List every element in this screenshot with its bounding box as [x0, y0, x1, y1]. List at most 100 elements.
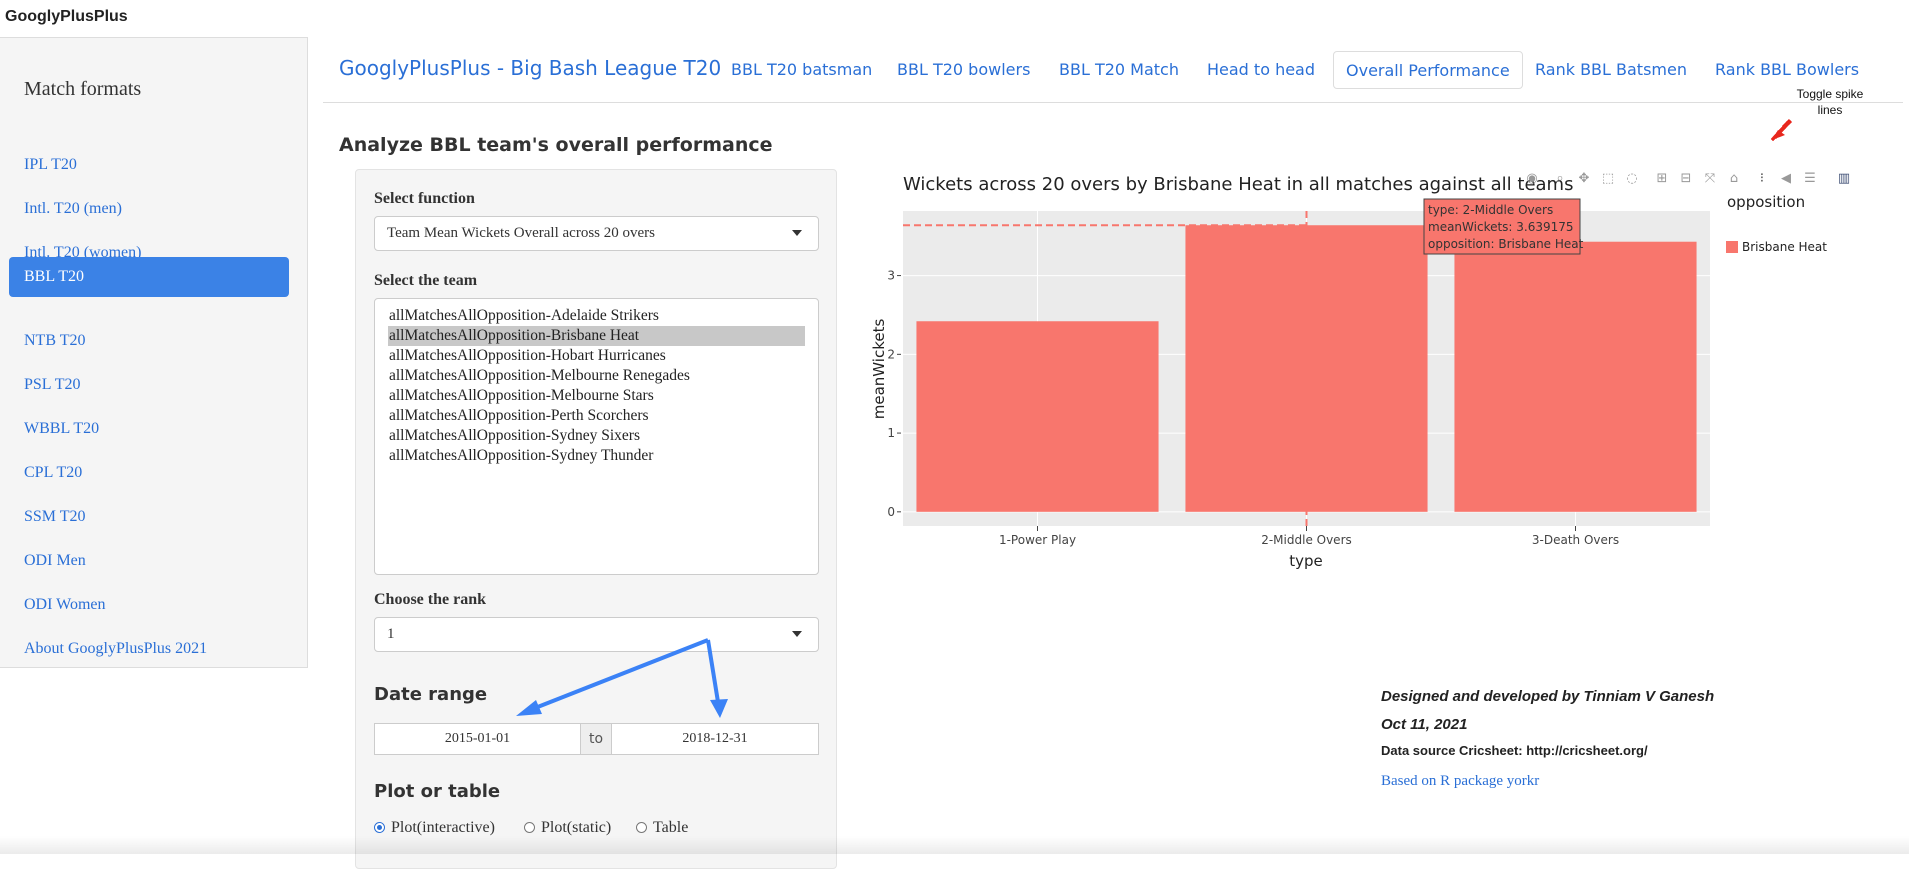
sidebar-item-odi-women[interactable]: ODI Women	[24, 596, 106, 613]
spike-lines-toggle-icon[interactable]: ⁝	[1759, 171, 1765, 186]
top-navbar: GooglyPlusPlus - Big Bash League T20 BBL…	[323, 48, 1903, 103]
data-source-text: Data source Cricsheet: http://cricsheet.…	[1381, 743, 1648, 758]
credit-text: Designed and developed by Tinniam V Gane…	[1381, 688, 1715, 705]
bar[interactable]	[1454, 241, 1697, 512]
legend-title: opposition	[1727, 193, 1806, 211]
date-range-separator: to	[581, 723, 611, 755]
team-listbox[interactable]: allMatchesAllOpposition-Adelaide Striker…	[374, 298, 819, 575]
chart-title: Wickets across 20 overs by Brisbane Heat…	[903, 174, 1574, 195]
radio-label: Plot(static)	[541, 819, 612, 836]
sidebar-item-psl[interactable]: PSL T20	[24, 376, 81, 393]
function-select-value: Team Mean Wickets Overall across 20 over…	[387, 225, 655, 241]
select-team-label: Select the team	[374, 272, 478, 289]
rank-label: Choose the rank	[374, 591, 487, 608]
zoom-out-icon[interactable]: ⊟	[1680, 171, 1692, 186]
x-ticks: 1-Power Play 2-Middle Overs 3-Death Overs	[999, 526, 1619, 547]
tab-bbl-match[interactable]: BBL T20 Match	[1059, 60, 1179, 79]
list-item[interactable]: allMatchesAllOpposition-Perth Scorchers	[389, 407, 649, 424]
select-function-label: Select function	[374, 190, 475, 207]
radio-table[interactable]: Table	[636, 819, 688, 837]
box-select-icon[interactable]: ⬚	[1601, 171, 1615, 186]
y-tick-label: 2	[887, 347, 895, 361]
legend-label: Brisbane Heat	[1742, 240, 1827, 254]
hover-tooltip: type: 2-Middle Overs meanWickets: 3.6391…	[1423, 198, 1584, 255]
plotly-logo-icon[interactable]: ▥	[1837, 171, 1851, 186]
legend-swatch	[1726, 241, 1738, 253]
y-tick-label: 0	[887, 505, 895, 519]
list-item[interactable]: allMatchesAllOpposition-Sydney Sixers	[389, 427, 640, 444]
end-date-input[interactable]: 2018-12-31	[611, 723, 819, 755]
y-tick-label: 3	[887, 269, 895, 283]
bar[interactable]	[916, 321, 1159, 512]
tab-bbl-bowlers[interactable]: BBL T20 bowlers	[897, 60, 1031, 79]
list-item[interactable]: allMatchesAllOpposition-Melbourne Renega…	[389, 367, 690, 384]
hover-closest-icon[interactable]: ◀	[1781, 171, 1791, 186]
radio-plot-interactive[interactable]: Plot(interactive)	[374, 819, 495, 837]
sidebar-item-bbl[interactable]: BBL T20	[9, 257, 289, 297]
sidebar-item-ntb[interactable]: NTB T20	[24, 332, 86, 349]
zoom-in-icon[interactable]: ⊞	[1656, 171, 1668, 186]
camera-icon[interactable]: ◉	[1526, 171, 1538, 186]
plot-or-table-label: Plot or table	[374, 781, 501, 802]
y-ticks: 0 1 2 3	[887, 269, 901, 519]
chevron-down-icon	[792, 631, 802, 637]
sidebar-item-intl-women[interactable]: Intl. T20 (women)	[24, 244, 142, 261]
bottom-shadow	[0, 836, 1909, 854]
list-item[interactable]: allMatchesAllOpposition-Hobart Hurricane…	[389, 347, 666, 364]
tab-bbl-batsman[interactable]: BBL T20 batsman	[731, 60, 873, 79]
sidebar-item-ssm[interactable]: SSM T20	[24, 508, 86, 525]
date-text: Oct 11, 2021	[1381, 716, 1468, 733]
date-range-label: Date range	[374, 684, 488, 705]
brand-title[interactable]: GooglyPlusPlus - Big Bash League T20	[339, 56, 722, 80]
list-item[interactable]: allMatchesAllOpposition-Adelaide Striker…	[389, 307, 659, 324]
sidebar-item-cpl[interactable]: CPL T20	[24, 464, 83, 481]
radio-unchecked-icon	[636, 822, 647, 833]
y-tick-label: 1	[887, 426, 895, 440]
tab-rank-bowlers[interactable]: Rank BBL Bowlers	[1715, 60, 1860, 79]
home-icon[interactable]: ⌂	[1729, 171, 1739, 186]
radio-unchecked-icon	[524, 822, 535, 833]
tab-rank-batsmen[interactable]: Rank BBL Batsmen	[1535, 60, 1687, 79]
chevron-down-icon	[792, 230, 802, 236]
annotation-blue-arrows	[516, 638, 728, 718]
tab-head-to-head[interactable]: Head to head	[1207, 60, 1316, 79]
sidebar-item-intl-men[interactable]: Intl. T20 (men)	[24, 200, 122, 217]
tooltip-line: meanWickets: 3.639175	[1428, 220, 1574, 234]
lasso-select-icon[interactable]: ◌	[1626, 171, 1638, 186]
sidebar-heading: Match formats	[24, 78, 142, 100]
tooltip-line: opposition: Brisbane Heat	[1428, 237, 1584, 251]
zoom-icon[interactable]: ⌕	[1556, 171, 1564, 186]
app-title: GooglyPlusPlus	[5, 8, 128, 25]
sidebar-item-odi-men[interactable]: ODI Men	[24, 552, 86, 569]
rank-select-value: 1	[387, 626, 395, 642]
x-axis-label: type	[1289, 552, 1323, 570]
tooltip-line: type: 2-Middle Overs	[1428, 203, 1553, 217]
x-tick-label: 1-Power Play	[999, 533, 1076, 547]
function-select[interactable]: Team Mean Wickets Overall across 20 over…	[374, 216, 819, 251]
list-item-selected[interactable]: allMatchesAllOpposition-Brisbane Heat	[388, 326, 805, 346]
x-tick-label: 2-Middle Overs	[1261, 533, 1352, 547]
sidebar-item-about[interactable]: About GooglyPlusPlus 2021	[24, 640, 208, 657]
legend-item[interactable]: Brisbane Heat	[1726, 240, 1827, 254]
radio-plot-static[interactable]: Plot(static)	[524, 819, 611, 837]
list-item[interactable]: allMatchesAllOpposition-Melbourne Stars	[389, 387, 654, 404]
pan-icon[interactable]: ✥	[1578, 171, 1590, 186]
hover-compare-icon[interactable]: ☰	[1804, 171, 1816, 186]
rank-select[interactable]: 1	[374, 617, 819, 652]
list-item[interactable]: allMatchesAllOpposition-Sydney Thunder	[389, 447, 654, 464]
toggle-spike-lines-annotation: Toggle spike lines	[1796, 87, 1864, 117]
yorkr-link[interactable]: Based on R package yorkr	[1381, 773, 1540, 789]
radio-checked-icon	[374, 822, 385, 833]
sidebar: Match formats IPL T20 Intl. T20 (men) In…	[0, 37, 308, 668]
page-title: Analyze BBL team's overall performance	[339, 134, 773, 156]
autoscale-icon[interactable]: ⤧	[1704, 171, 1716, 186]
y-axis-label: meanWickets	[870, 319, 888, 420]
start-date-input[interactable]: 2015-01-01	[374, 723, 581, 755]
input-panel: Select function Team Mean Wickets Overal…	[355, 169, 837, 869]
x-tick-label: 3-Death Overs	[1532, 533, 1619, 547]
tab-overall-performance[interactable]: Overall Performance	[1333, 51, 1523, 89]
sidebar-item-wbbl[interactable]: WBBL T20	[24, 420, 100, 437]
radio-label: Plot(interactive)	[391, 819, 495, 836]
sidebar-item-ipl[interactable]: IPL T20	[24, 156, 77, 173]
